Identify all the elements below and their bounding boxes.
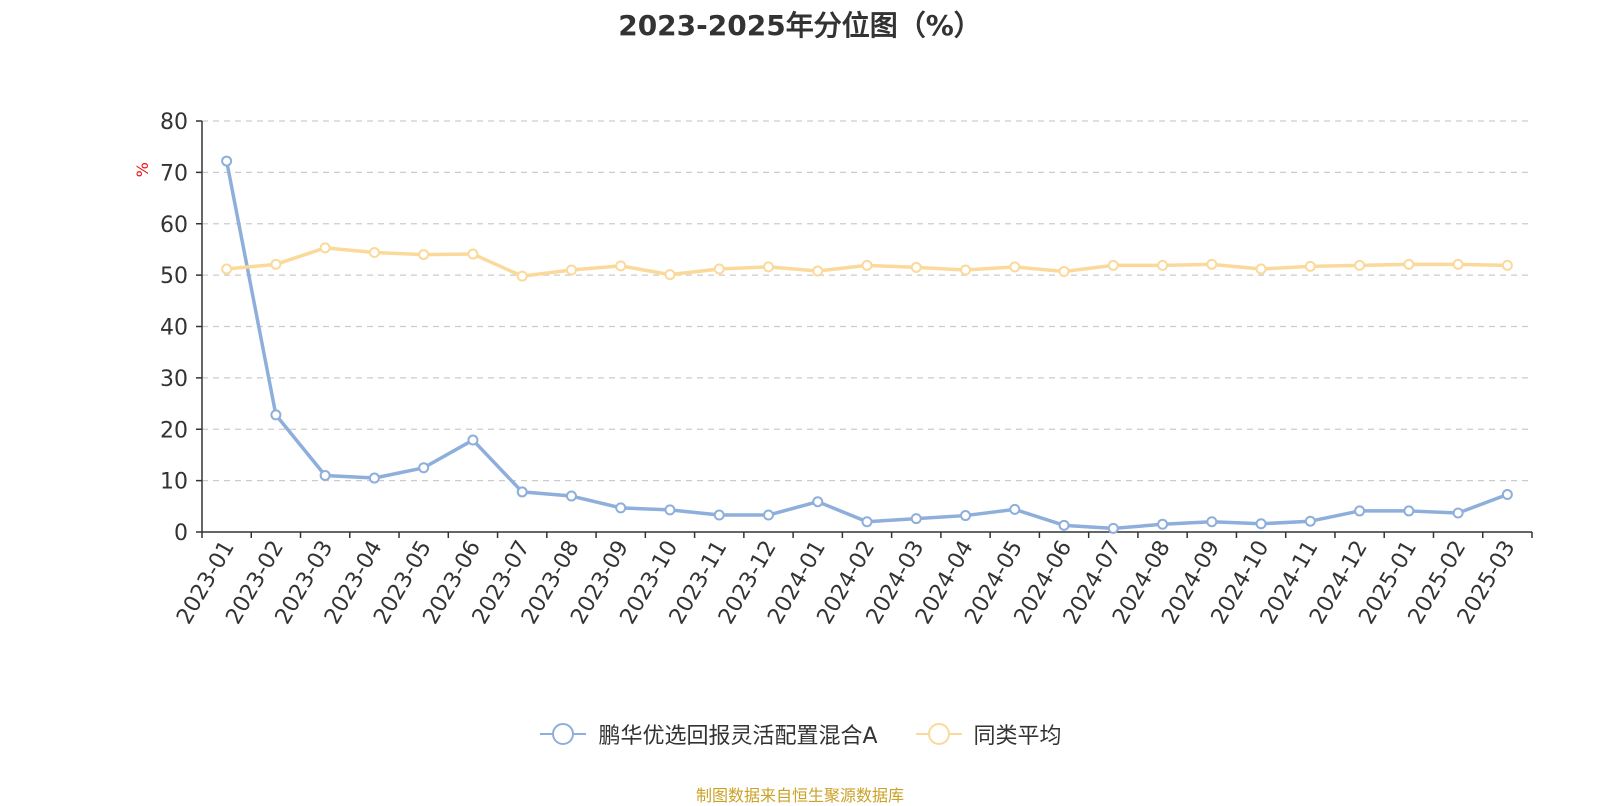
data-point	[418, 462, 430, 474]
data-point	[960, 510, 972, 522]
data-point	[615, 502, 627, 514]
data-point	[1255, 263, 1267, 275]
data-point	[812, 496, 824, 508]
data-point	[565, 490, 577, 502]
legend-swatch-average-icon	[915, 723, 962, 745]
data-point	[762, 261, 774, 273]
data-point	[1403, 505, 1415, 517]
legend-label-fund: 鹏华优选回报灵活配置混合A	[598, 724, 878, 749]
data-point	[713, 509, 725, 521]
y-tick-label: 30	[160, 367, 188, 392]
data-point	[467, 434, 479, 446]
data-point	[221, 155, 233, 167]
data-point	[565, 264, 577, 276]
source-note: 制图数据来自恒生聚源数据库	[695, 786, 904, 805]
data-point	[1206, 516, 1218, 528]
data-point	[319, 242, 331, 254]
data-point	[1501, 259, 1513, 271]
data-point	[1058, 266, 1070, 278]
data-point	[960, 264, 972, 276]
y-tick-label: 40	[160, 316, 188, 341]
y-tick-label: 80	[160, 110, 188, 135]
y-tick-label: 70	[160, 161, 188, 186]
data-point	[1304, 260, 1316, 272]
y-tick-label: 50	[160, 264, 188, 289]
data-point	[812, 265, 824, 277]
y-tick-label: 0	[174, 521, 188, 546]
grid-lines	[202, 120, 1532, 482]
data-point	[270, 409, 282, 421]
data-point	[1304, 515, 1316, 527]
y-tick-label: 10	[160, 470, 188, 495]
data-point	[861, 516, 873, 528]
data-point	[368, 472, 380, 484]
data-point	[910, 513, 922, 525]
data-point	[418, 249, 430, 261]
data-point	[1354, 259, 1366, 271]
data-point	[467, 248, 479, 260]
series-lines	[221, 155, 1513, 534]
legend-item-fund[interactable]: 鹏华优选回报灵活配置混合A	[538, 718, 878, 750]
data-point	[1206, 258, 1218, 270]
data-point	[1157, 518, 1169, 530]
legend-label-average: 同类平均	[973, 724, 1062, 749]
series-line-0	[224, 160, 1508, 531]
data-point	[762, 509, 774, 521]
axes	[196, 120, 1533, 538]
data-point	[1157, 259, 1169, 271]
legend-item-average[interactable]: 同类平均	[914, 718, 1062, 750]
data-point	[1255, 518, 1267, 530]
data-point	[1107, 522, 1119, 534]
data-point	[368, 247, 380, 259]
data-point	[1452, 258, 1464, 270]
data-point	[516, 486, 528, 498]
legend: 鹏华优选回报灵活配置混合A 同类平均	[0, 718, 1600, 750]
data-point	[516, 270, 528, 282]
y-tick-label: 60	[160, 213, 188, 238]
data-point	[1501, 488, 1513, 500]
data-point	[1058, 519, 1070, 531]
data-point	[664, 504, 676, 516]
tick-labels: 01020304050607080%2023-012023-022023-032…	[133, 110, 1521, 629]
y-axis-label: %	[133, 162, 152, 177]
data-point	[713, 263, 725, 275]
data-point	[1009, 261, 1021, 273]
data-point	[664, 269, 676, 281]
data-point	[1452, 507, 1464, 519]
chart-title: 2023-2025年分位图（%）	[618, 9, 982, 42]
data-point	[1009, 503, 1021, 515]
data-point	[319, 469, 331, 481]
data-point	[1354, 505, 1366, 517]
y-tick-label: 20	[160, 418, 188, 443]
data-point	[1107, 259, 1119, 271]
data-point	[615, 260, 627, 272]
data-point	[270, 258, 282, 270]
legend-swatch-fund-icon	[540, 723, 587, 745]
data-point	[910, 261, 922, 273]
data-point	[221, 263, 233, 275]
data-point	[861, 259, 873, 271]
data-point	[1403, 258, 1415, 270]
